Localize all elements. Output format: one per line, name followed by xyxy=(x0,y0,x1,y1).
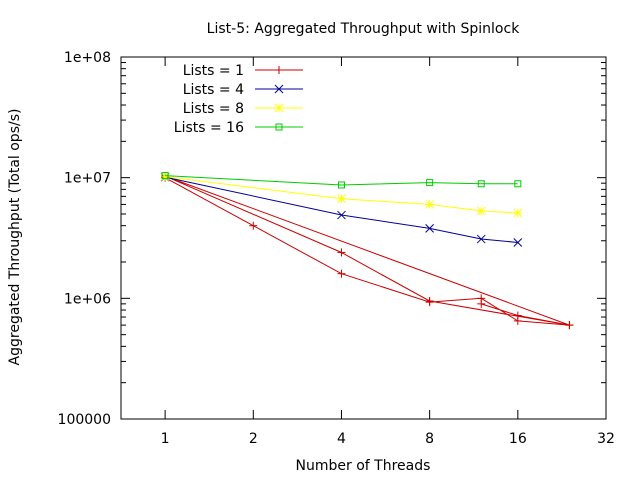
data-point xyxy=(426,179,434,187)
marker-segment xyxy=(337,210,346,220)
x-tick-label: 1 xyxy=(161,431,170,447)
x-tick-label: 32 xyxy=(597,431,615,447)
data-point xyxy=(249,221,258,230)
marker-square xyxy=(514,180,522,188)
data-point xyxy=(337,194,346,204)
data-point xyxy=(337,181,345,189)
y-tick-label: 1e+07 xyxy=(64,171,111,187)
data-point xyxy=(513,311,522,320)
data-point xyxy=(425,200,434,209)
legend-marker xyxy=(275,66,283,74)
marker-square xyxy=(477,180,485,188)
legend-label: Lists = 1 xyxy=(183,63,244,79)
data-point xyxy=(161,172,169,180)
data-point xyxy=(425,224,434,233)
legend-entry-lists-8: Lists = 8 xyxy=(183,101,303,117)
legend-label: Lists = 16 xyxy=(174,120,244,136)
data-point xyxy=(513,208,523,218)
marker-segment xyxy=(425,224,434,233)
marker-segment xyxy=(274,103,284,113)
plot-frame xyxy=(120,56,607,420)
legend: Lists = 1 Lists = 4 Lists = 8 Lists = 16 xyxy=(174,63,303,136)
data-point xyxy=(476,234,486,244)
legend-label: Lists = 8 xyxy=(183,101,244,117)
marker-segment xyxy=(513,238,523,247)
x-tick-label: 2 xyxy=(249,431,258,447)
legend-entry-lists-1: Lists = 1 xyxy=(183,63,303,79)
legend-marker xyxy=(275,123,283,131)
y-tick-label: 1e+08 xyxy=(64,50,111,66)
legend-label: Lists = 4 xyxy=(183,82,244,98)
x-tick-label: 8 xyxy=(425,431,434,447)
y-tick-label: 1e+06 xyxy=(64,291,111,307)
series-lists-16 xyxy=(161,172,522,189)
marker-square xyxy=(161,172,169,180)
marker-segment xyxy=(425,200,434,209)
data-point xyxy=(476,206,486,216)
data-point xyxy=(425,297,434,306)
marker-segment xyxy=(337,194,346,204)
x-tick-label: 16 xyxy=(509,431,527,447)
legend-marker xyxy=(274,84,284,94)
series-line xyxy=(165,175,518,186)
data-point xyxy=(565,321,574,330)
legend-entry-lists-16: Lists = 16 xyxy=(174,120,303,136)
marker-segment xyxy=(476,206,486,216)
marker-segment xyxy=(513,208,523,218)
x-tick-label: 4 xyxy=(337,431,346,447)
data-point xyxy=(514,180,522,188)
x-axis-label: Number of Threads xyxy=(296,458,431,474)
y-axis-label: Aggregated Throughput (Total ops/s) xyxy=(7,109,23,366)
chart-title: List-5: Aggregated Throughput with Spinl… xyxy=(207,21,521,37)
data-point xyxy=(477,299,486,308)
legend-entry-lists-4: Lists = 4 xyxy=(183,82,303,98)
data-point xyxy=(337,210,346,220)
data-point xyxy=(513,238,523,247)
marker-square xyxy=(426,179,434,187)
y-tick-label: 100000 xyxy=(58,412,111,428)
marker-segment xyxy=(274,84,284,94)
series-layer xyxy=(160,172,574,330)
legend-marker xyxy=(274,103,284,113)
marker-square xyxy=(337,181,345,189)
marker-segment xyxy=(476,234,486,244)
data-point xyxy=(337,248,346,257)
axes: 1 2 4 8 16 32 100000 1e+06 1e+07 1e+08 xyxy=(58,50,615,447)
data-point xyxy=(337,269,346,278)
marker-square xyxy=(275,123,283,131)
data-point xyxy=(477,180,485,188)
